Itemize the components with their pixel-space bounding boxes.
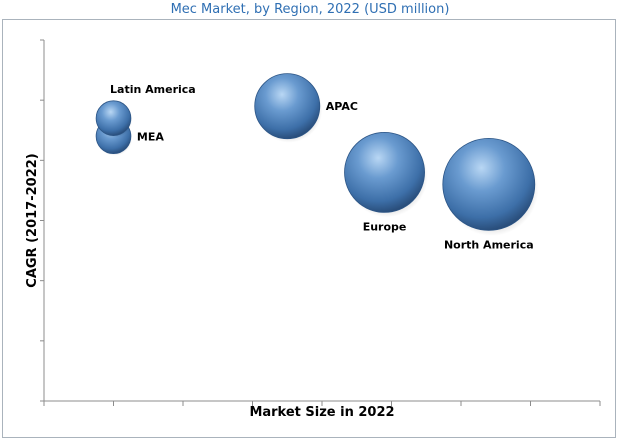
label-latin-america: Latin America (110, 83, 196, 96)
label-europe: Europe (363, 220, 407, 233)
x-axis-title: Market Size in 2022 (249, 405, 394, 420)
chart-frame (2, 19, 616, 438)
label-north-america: North America (444, 238, 534, 251)
label-apac: APAC (326, 100, 358, 113)
chart-title: Mec Market, by Region, 2022 (USD million… (170, 2, 450, 17)
bubble-labels: Latin America MEA APAC Europe North America (110, 83, 534, 252)
label-mea: MEA (137, 130, 164, 143)
bubble-latin-america (95, 100, 132, 137)
bubble-north-america (442, 137, 536, 231)
y-axis-title: CAGR (2017-2022) (25, 153, 40, 287)
bubble-series (95, 73, 539, 236)
bubble-apac (254, 73, 321, 140)
bubble-europe (344, 131, 425, 213)
axes (40, 39, 601, 406)
